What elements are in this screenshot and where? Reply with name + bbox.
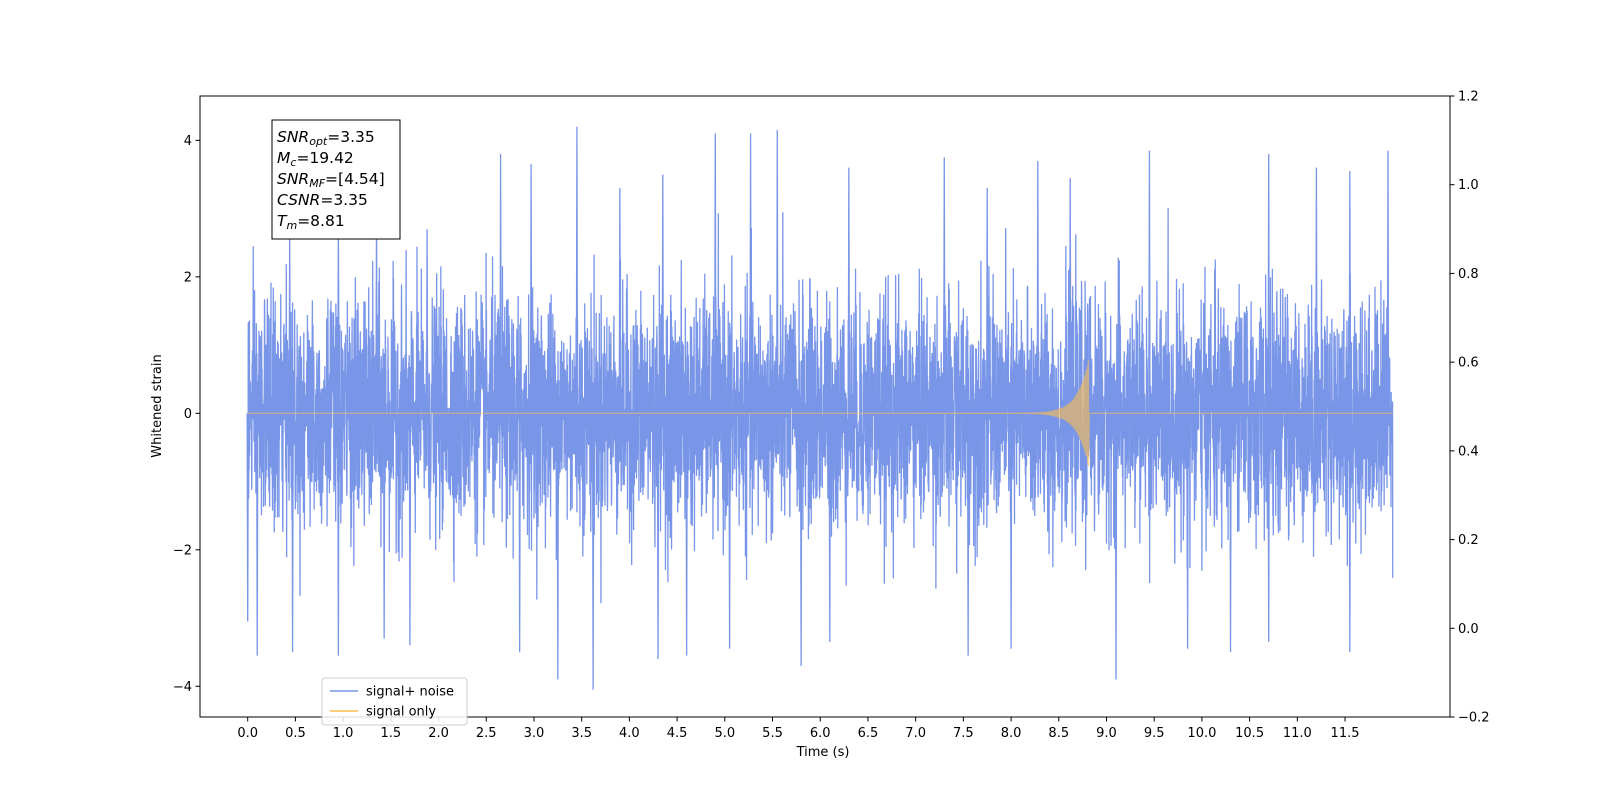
x-tick-label: 2.5 [476, 726, 497, 741]
y-tick-label: −4 [173, 680, 192, 695]
y2-tick-label: −0.2 [1458, 711, 1490, 726]
y2-tick-label: 0.2 [1458, 533, 1479, 548]
x-axis-label: Time (s) [796, 745, 850, 760]
x-tick-label: 6.5 [858, 726, 879, 741]
signal-plus-noise-line [247, 207, 1394, 604]
x-tick-label: 3.0 [524, 726, 545, 741]
y-axis-label: Whitened strain [150, 354, 165, 457]
annotation-frame [271, 119, 401, 240]
y2-tick-label: 0.0 [1458, 622, 1479, 637]
x-tick-label: 11.5 [1331, 726, 1360, 741]
annotation-line: SNRMF=[4.54] [277, 170, 385, 190]
x-tick-label: 10.0 [1187, 726, 1216, 741]
x-tick-label: 6.0 [810, 726, 831, 741]
y2-tick-label: 0.6 [1458, 356, 1479, 371]
y2-tick-label: 0.4 [1458, 444, 1479, 459]
x-tick-label: 9.5 [1144, 726, 1165, 741]
y-tick-label: 0 [184, 407, 192, 422]
y-tick-label: 4 [184, 134, 192, 149]
x-tick-label: 1.0 [333, 726, 354, 741]
x-tick-label: 4.5 [667, 726, 688, 741]
x-tick-label: 11.0 [1283, 726, 1312, 741]
x-tick-label: 7.5 [953, 726, 974, 741]
x-tick-label: 4.0 [619, 726, 640, 741]
signal-only-line [247, 360, 1393, 467]
annotation-line: Mc=19.42 [277, 149, 354, 169]
series-signal-only [247, 360, 1393, 467]
x-tick-label: 0.0 [237, 726, 258, 741]
annotation-line: SNRopt=3.35 [277, 128, 375, 148]
legend: signal+ noise signal only [321, 677, 468, 726]
x-tick-label: 0.5 [285, 726, 306, 741]
legend-frame [321, 677, 468, 726]
x-tick-label: 2.0 [428, 726, 449, 741]
parameter-annotation-box: SNRopt=3.35Mc=19.42SNRMF=[4.54]CSNR=3.35… [271, 119, 401, 240]
x-tick-label: 8.5 [1048, 726, 1069, 741]
x-tick-label: 9.0 [1096, 726, 1117, 741]
secondary-y-axis-ticks: −0.2 0.0 0.2 0.4 0.6 0.8 1.0 1.2 [1450, 90, 1490, 726]
y2-tick-label: 1.2 [1458, 90, 1479, 105]
annotation-line: Tm=8.81 [277, 212, 345, 232]
x-tick-label: 1.5 [380, 726, 401, 741]
y-axis-ticks: −4 −2 0 2 4 [173, 134, 200, 695]
y-tick-label: −2 [173, 543, 192, 558]
x-tick-label: 5.0 [714, 726, 735, 741]
x-tick-label: 10.5 [1235, 726, 1264, 741]
x-tick-label: 3.5 [571, 726, 592, 741]
y2-tick-label: 0.8 [1458, 267, 1479, 282]
x-tick-label: 8.0 [1001, 726, 1022, 741]
plot-frame [199, 95, 1451, 718]
y2-tick-label: 1.0 [1458, 178, 1479, 193]
x-axis-ticks: 0.0 0.5 1.0 1.5 2.0 2.5 3.0 3.5 4.0 4.5 5.0 5.5 6.0 6… [237, 717, 1360, 741]
x-tick-label: 5.5 [762, 726, 783, 741]
x-tick-label: 7.0 [905, 726, 926, 741]
annotation-line: CSNR=3.35 [277, 191, 368, 209]
legend-label-signal-only: signal only [366, 705, 436, 720]
legend-label-signal-plus-noise: signal+ noise [366, 685, 454, 700]
y-tick-label: 2 [184, 270, 192, 285]
